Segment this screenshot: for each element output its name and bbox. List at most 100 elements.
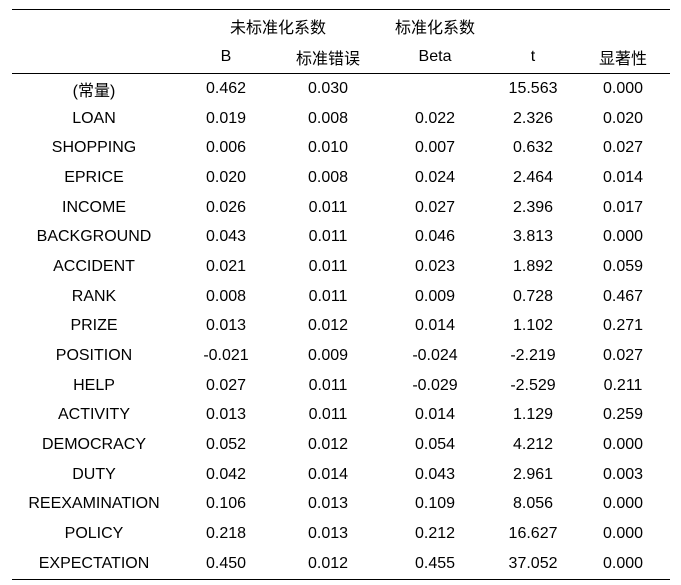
variable-name-cell: POLICY	[64, 525, 124, 543]
coef-b-cell: 0.218	[205, 525, 247, 543]
beta-cell: 0.212	[414, 525, 456, 543]
variable-name-cell: BACKGROUND	[36, 228, 152, 246]
coefficients-table: 未标准化系数 标准化系数 B 标准错误 Beta t 显著性 (常量) 0.462…	[12, 9, 671, 580]
significance-cell: 0.000	[602, 436, 644, 454]
table-row: SHOPPING 0.006 0.010 0.007 0.632 0.027	[12, 133, 670, 163]
significance-cell: 0.467	[602, 287, 644, 305]
coef-b-cell: -0.021	[203, 347, 249, 365]
significance-cell: 0.000	[602, 495, 644, 513]
variable-name-cell: EPRICE	[64, 168, 124, 186]
coef-b-cell: 0.013	[205, 317, 247, 335]
t-value-cell: 0.632	[512, 139, 554, 157]
beta-cell: 0.109	[414, 495, 456, 513]
table-row: POSITION -0.021 0.009 -0.024 -2.219 0.027	[12, 341, 670, 371]
t-value-cell: 2.326	[512, 109, 554, 127]
std-error-cell: 0.008	[307, 168, 349, 186]
table-row: INCOME 0.026 0.011 0.027 2.396 0.017	[12, 193, 670, 223]
coef-b-cell: 0.106	[205, 495, 247, 513]
significance-cell: 0.000	[602, 228, 644, 246]
variable-name-cell: HELP	[73, 376, 115, 394]
std-error-cell: 0.011	[308, 198, 348, 216]
t-value-cell: -2.219	[510, 347, 556, 365]
t-value-cell: 2.961	[512, 465, 554, 483]
beta-cell: 0.022	[414, 109, 456, 127]
table-row: (常量) 0.462 0.030 15.563 0.000	[12, 74, 670, 104]
variable-name-cell: REEXAMINATION	[28, 495, 160, 513]
beta-cell: -0.029	[412, 376, 458, 394]
coef-b-cell: 0.019	[205, 109, 247, 127]
std-error-cell: 0.012	[307, 436, 349, 454]
table-row: RANK 0.008 0.011 0.009 0.728 0.467	[12, 282, 670, 312]
beta-cell	[380, 74, 490, 104]
table-row: DEMOCRACY 0.052 0.012 0.054 4.212 0.000	[12, 430, 670, 460]
variable-name-cell: (常量)	[72, 82, 116, 100]
t-value-cell: 4.212	[512, 436, 554, 454]
significance-cell: 0.271	[602, 317, 644, 335]
beta-cell: 0.027	[414, 198, 456, 216]
significance-cell: 0.014	[602, 168, 644, 186]
header-col-beta: Beta	[380, 41, 491, 74]
significance-cell: 0.000	[602, 79, 644, 97]
t-value-cell: 0.728	[512, 287, 554, 305]
significance-cell: 0.027	[602, 139, 644, 157]
variable-name-cell: ACCIDENT	[53, 257, 135, 275]
coef-b-cell: 0.042	[205, 465, 247, 483]
significance-cell: 0.027	[602, 347, 644, 365]
table-row: LOAN 0.019 0.008 0.022 2.326 0.020	[12, 104, 670, 134]
header-group-standardized: 标准化系数	[380, 9, 491, 41]
variable-name-cell: ACTIVITY	[57, 406, 130, 424]
header-col-b: B	[176, 41, 276, 74]
t-value-cell: 8.056	[512, 495, 554, 513]
std-error-cell: 0.011	[308, 257, 348, 275]
significance-cell: 0.211	[603, 376, 643, 394]
beta-cell: 0.014	[414, 406, 456, 424]
significance-cell: 0.259	[602, 406, 644, 424]
header-col-std-error: 标准错误	[276, 41, 381, 74]
t-value-cell: 2.464	[512, 168, 554, 186]
beta-cell: 0.007	[414, 139, 456, 157]
significance-cell: 0.000	[576, 549, 671, 580]
std-error-cell: 0.010	[307, 139, 349, 157]
table-row: HELP 0.027 0.011 -0.029 -2.529 0.211	[12, 371, 670, 401]
coef-b-cell: 0.006	[205, 139, 247, 157]
coef-b-cell: 0.027	[205, 376, 247, 394]
coef-b-cell: 0.013	[205, 406, 247, 424]
variable-name-cell: SHOPPING	[51, 139, 137, 157]
significance-cell: 0.017	[602, 198, 644, 216]
std-error-cell: 0.012	[276, 549, 381, 580]
coef-b-cell: 0.020	[205, 168, 247, 186]
variable-name-cell: PRIZE	[70, 317, 118, 335]
coef-b-cell: 0.450	[176, 549, 276, 580]
t-value-cell: 3.813	[512, 228, 554, 246]
coef-b-cell: 0.021	[205, 257, 247, 275]
table-row: ACCIDENT 0.021 0.011 0.023 1.892 0.059	[12, 252, 670, 282]
variable-name-cell: RANK	[71, 287, 117, 305]
header-group-row: 未标准化系数 标准化系数	[12, 9, 671, 41]
t-value-cell: -2.529	[510, 376, 556, 394]
std-error-cell: 0.030	[307, 79, 349, 97]
coef-b-cell: 0.026	[205, 198, 247, 216]
variable-name-cell: EXPECTATION	[12, 549, 176, 580]
std-error-cell: 0.011	[308, 228, 348, 246]
table-row: EXPECTATION 0.450 0.012 0.455 37.052 0.000	[12, 549, 671, 580]
beta-cell: 0.054	[414, 436, 456, 454]
variable-name-cell: DEMOCRACY	[41, 436, 146, 454]
table-body: (常量) 0.462 0.030 15.563 0.000 LOAN 0.019 0.008 0…	[12, 74, 671, 580]
table-row: POLICY 0.218 0.013 0.212 16.627 0.000	[12, 519, 670, 549]
table-row: DUTY 0.042 0.014 0.043 2.961 0.003	[12, 460, 670, 490]
beta-cell: 0.024	[414, 168, 456, 186]
header-column-row: B 标准错误 Beta t 显著性	[12, 41, 671, 74]
header-col-significance: 显著性	[576, 41, 671, 74]
coef-b-cell: 0.008	[205, 287, 247, 305]
table-row: ACTIVITY 0.013 0.011 0.014 1.129 0.259	[12, 401, 670, 431]
std-error-cell: 0.012	[307, 317, 349, 335]
coef-b-cell: 0.043	[205, 228, 247, 246]
t-value-cell: 1.129	[512, 406, 554, 424]
header-empty-cell	[490, 9, 577, 41]
variable-name-cell: LOAN	[72, 109, 116, 127]
std-error-cell: 0.014	[307, 465, 349, 483]
std-error-cell: 0.008	[307, 109, 349, 127]
significance-cell: 0.020	[602, 109, 644, 127]
table-row: REEXAMINATION 0.106 0.013 0.109 8.056 0.000	[12, 490, 670, 520]
